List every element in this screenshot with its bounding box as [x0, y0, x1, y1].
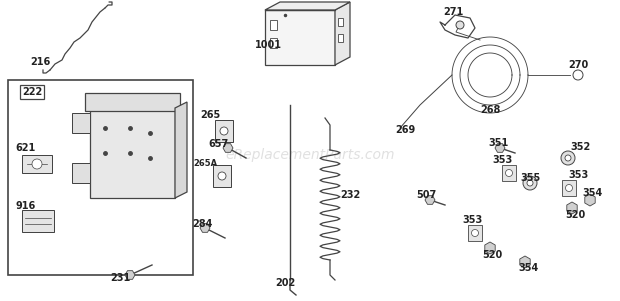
- Text: 270: 270: [568, 60, 588, 70]
- Polygon shape: [485, 242, 495, 254]
- Circle shape: [565, 155, 571, 161]
- Polygon shape: [265, 2, 350, 10]
- Text: 507: 507: [416, 190, 436, 200]
- Text: 657: 657: [208, 139, 228, 149]
- Text: 222: 222: [22, 87, 42, 97]
- Text: 621: 621: [15, 143, 35, 153]
- Text: 351: 351: [488, 138, 508, 148]
- Text: 353: 353: [462, 215, 482, 225]
- Text: 355: 355: [520, 173, 540, 183]
- Polygon shape: [495, 144, 505, 152]
- Bar: [215, 120, 233, 142]
- Bar: [22, 155, 52, 173]
- Text: 202: 202: [275, 278, 295, 288]
- Text: 353: 353: [492, 155, 512, 165]
- Text: 284: 284: [192, 219, 213, 229]
- Text: 268: 268: [480, 105, 500, 115]
- Circle shape: [32, 159, 42, 169]
- Bar: [72, 163, 90, 183]
- Polygon shape: [175, 102, 187, 198]
- Polygon shape: [520, 256, 530, 268]
- Text: 265A: 265A: [193, 160, 217, 169]
- Circle shape: [456, 21, 464, 29]
- Text: 354: 354: [518, 263, 538, 273]
- Bar: [90, 108, 175, 198]
- Circle shape: [471, 229, 479, 237]
- Text: 269: 269: [395, 125, 415, 135]
- Circle shape: [218, 172, 226, 180]
- Circle shape: [505, 169, 513, 176]
- Polygon shape: [567, 202, 577, 214]
- Bar: [8, 80, 193, 275]
- Text: 352: 352: [570, 142, 590, 152]
- Text: 216: 216: [30, 57, 50, 67]
- Bar: [85, 93, 180, 111]
- Bar: [338, 34, 343, 42]
- Bar: [468, 225, 482, 241]
- Text: eReplacementParts.com: eReplacementParts.com: [225, 148, 395, 162]
- Text: 520: 520: [565, 210, 585, 220]
- Polygon shape: [200, 224, 210, 232]
- Bar: [270, 38, 277, 48]
- Circle shape: [220, 127, 228, 135]
- Bar: [265, 10, 335, 65]
- Bar: [270, 20, 277, 30]
- Bar: [502, 165, 516, 181]
- Bar: [338, 18, 343, 26]
- Text: 231: 231: [110, 273, 130, 283]
- Bar: [213, 165, 231, 187]
- Text: 271: 271: [443, 7, 463, 17]
- Bar: [22, 210, 54, 232]
- Text: 354: 354: [582, 188, 602, 198]
- Bar: [562, 180, 576, 196]
- Text: 916: 916: [15, 201, 35, 211]
- Polygon shape: [585, 194, 595, 206]
- Bar: [72, 113, 90, 133]
- Text: 232: 232: [340, 190, 360, 200]
- Polygon shape: [125, 271, 135, 279]
- Polygon shape: [335, 2, 350, 65]
- Circle shape: [561, 151, 575, 165]
- Circle shape: [573, 70, 583, 80]
- Circle shape: [523, 176, 537, 190]
- Circle shape: [527, 180, 533, 186]
- Text: 265: 265: [200, 110, 220, 120]
- Text: 520: 520: [482, 250, 502, 260]
- Polygon shape: [425, 196, 435, 204]
- Circle shape: [565, 185, 572, 191]
- Text: 353: 353: [568, 170, 588, 180]
- Polygon shape: [223, 144, 233, 152]
- Text: 1001: 1001: [255, 40, 282, 50]
